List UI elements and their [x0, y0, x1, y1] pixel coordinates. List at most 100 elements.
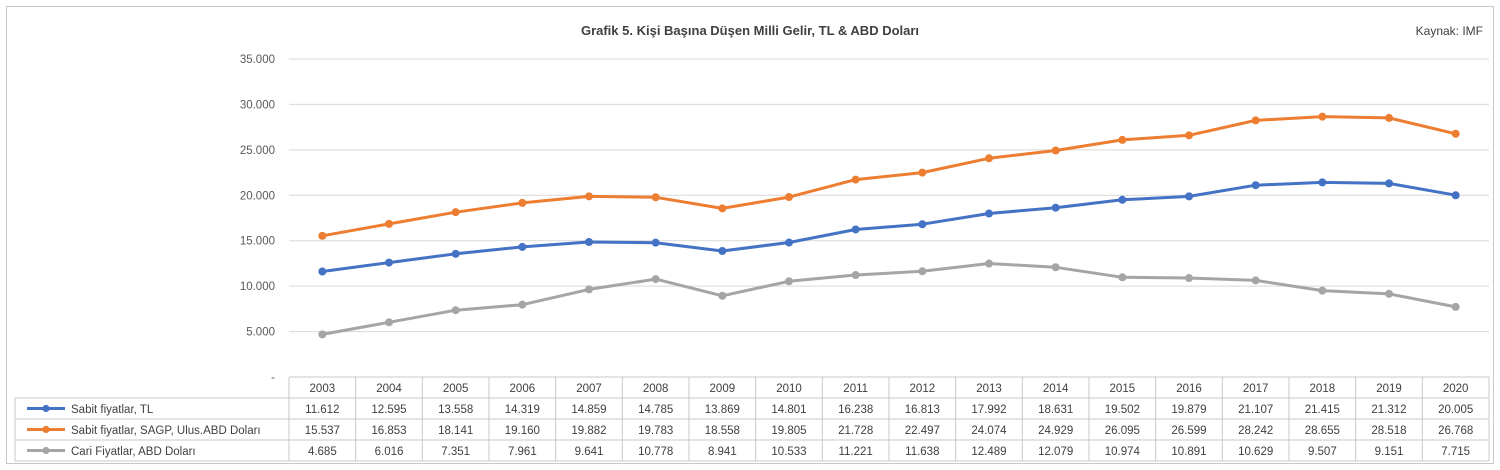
data-point: [518, 198, 527, 207]
data-point: [651, 238, 660, 247]
data-label: 14.319: [505, 404, 540, 416]
x-category-label: 2017: [1243, 383, 1269, 395]
x-category-label: 2019: [1376, 383, 1402, 395]
data-label: 19.882: [571, 425, 606, 437]
data-label: 7.351: [441, 446, 470, 458]
data-point: [918, 267, 927, 276]
data-point: [318, 231, 327, 240]
data-point: [918, 220, 927, 229]
y-tick-label: 10.000: [240, 281, 275, 293]
data-point: [1185, 192, 1193, 201]
data-point: [451, 249, 460, 258]
data-label: 19.160: [505, 425, 540, 437]
data-label: 16.853: [371, 425, 406, 437]
y-tick-label: -: [271, 372, 275, 384]
data-point: [385, 258, 393, 267]
data-point: [785, 193, 793, 202]
x-category-label: 2014: [1043, 383, 1069, 395]
legend-swatch-marker: [42, 404, 50, 413]
x-category-label: 2018: [1310, 383, 1336, 395]
data-point: [318, 267, 327, 276]
data-table: 2003 2004 2005 2006 2007 2008 2009 2010 2011 2012…: [14, 376, 1490, 462]
data-label: 10.533: [771, 446, 806, 458]
x-category-label: 2013: [976, 383, 1002, 395]
data-point: [585, 192, 593, 201]
data-point: [985, 209, 993, 218]
data-point: [651, 275, 660, 284]
data-point: [851, 175, 860, 184]
data-point: [1385, 179, 1393, 188]
data-label: 15.537: [305, 425, 340, 437]
x-category-label: 2016: [1176, 383, 1202, 395]
data-point: [985, 154, 993, 163]
data-point: [1185, 274, 1193, 283]
x-category-label: 2015: [1110, 383, 1136, 395]
data-label: 13.869: [705, 404, 740, 416]
data-label: 28.655: [1305, 425, 1340, 437]
data-label: 9.641: [575, 446, 604, 458]
series-line: [322, 180, 1456, 273]
data-label: 16.813: [905, 404, 940, 416]
data-point: [718, 291, 727, 300]
data-label: 21.312: [1371, 404, 1406, 416]
data-label: 14.801: [771, 404, 806, 416]
data-point: [518, 300, 527, 309]
data-point: [985, 259, 993, 268]
data-point: [1318, 178, 1327, 187]
legend-swatch-marker: [42, 425, 50, 434]
chart-title: Grafik 5. Kişi Başına Düşen Milli Gelir,…: [581, 23, 919, 38]
series-line: [322, 262, 1456, 336]
data-point: [718, 204, 727, 213]
data-label: 11.638: [905, 446, 939, 458]
data-label: 10.778: [638, 446, 673, 458]
x-category-label: 2007: [576, 383, 602, 395]
data-point: [1051, 146, 1060, 155]
data-label: 14.859: [571, 404, 606, 416]
data-label: 18.631: [1038, 404, 1073, 416]
data-point: [1251, 181, 1260, 190]
x-category-label: 2012: [910, 383, 936, 395]
data-point: [1451, 302, 1460, 311]
x-category-label: 2003: [310, 383, 336, 395]
data-label: 11.221: [839, 446, 873, 458]
data-label: 22.497: [905, 425, 940, 437]
data-point: [1118, 135, 1127, 144]
data-point: [785, 277, 793, 286]
data-point: [1185, 131, 1193, 140]
legend-label: Sabit fiyatlar, TL: [71, 404, 154, 416]
chart-frame: Grafik 5. Kişi Başına Düşen Milli Gelir,…: [6, 6, 1494, 464]
y-tick-label: 35.000: [240, 54, 275, 66]
data-label: 16.238: [838, 404, 873, 416]
data-point: [1385, 289, 1393, 298]
x-category-label: 2011: [843, 383, 868, 395]
y-tick-label: 30.000: [240, 99, 275, 111]
x-category-label: 2010: [776, 383, 802, 395]
data-label: 11.612: [305, 404, 339, 416]
data-label: 9.151: [1375, 446, 1404, 458]
data-point: [518, 242, 527, 251]
data-point: [1051, 203, 1060, 212]
data-point: [1451, 129, 1460, 138]
data-label: 9.507: [1308, 446, 1337, 458]
data-point: [585, 237, 593, 246]
data-label: 21.107: [1238, 404, 1273, 416]
data-label: 26.599: [1171, 425, 1206, 437]
data-label: 19.783: [638, 425, 673, 437]
data-label: 7.715: [1441, 446, 1470, 458]
legend-label: Cari Fiyatlar, ABD Doları: [71, 446, 196, 458]
data-label: 24.929: [1038, 425, 1073, 437]
data-point: [851, 271, 860, 280]
data-point: [918, 168, 927, 177]
data-point: [451, 306, 460, 315]
data-label: 18.558: [705, 425, 740, 437]
y-axis: - 5.000 10.000 15.000 20.000 25.000 30.000 35.0…: [240, 54, 275, 384]
data-point: [1385, 113, 1393, 122]
data-point: [651, 193, 660, 202]
data-point: [385, 219, 393, 228]
plot-area: [318, 112, 1460, 339]
chart-source: Kaynak: IMF: [1416, 24, 1483, 38]
data-label: 24.074: [971, 425, 1007, 437]
x-category-label: 2006: [510, 383, 536, 395]
data-label: 21.728: [838, 425, 873, 437]
data-label: 19.879: [1171, 404, 1206, 416]
